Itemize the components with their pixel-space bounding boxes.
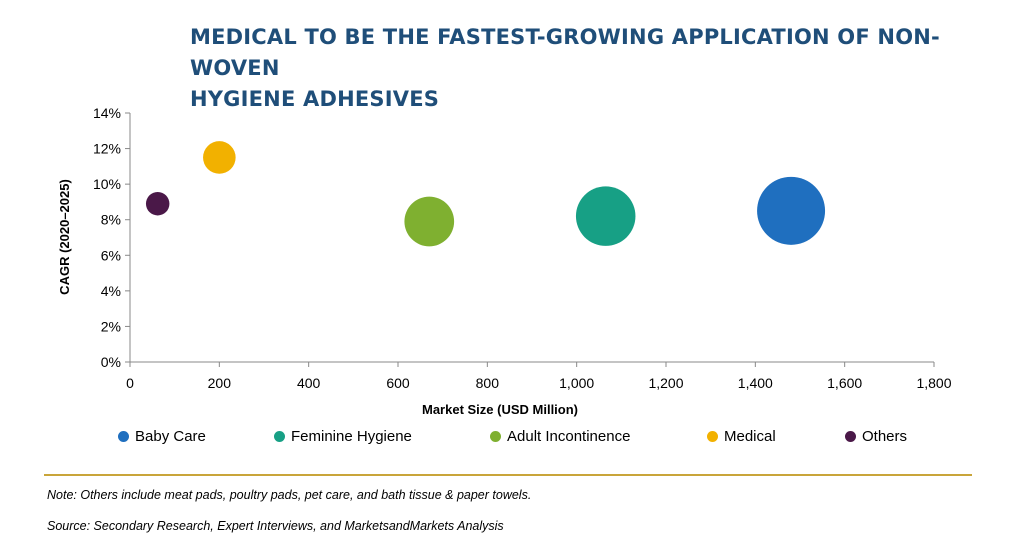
legend-item-medical: Medical bbox=[707, 428, 776, 445]
legend-item-adult-incontinence: Adult Incontinence bbox=[490, 428, 630, 445]
y-tick-label: 12% bbox=[93, 141, 121, 157]
y-tick-label: 4% bbox=[101, 283, 121, 299]
x-tick-label: 600 bbox=[386, 375, 410, 391]
y-tick-label: 10% bbox=[93, 176, 121, 192]
legend-item-baby-care: Baby Care bbox=[118, 428, 206, 445]
bubbles bbox=[145, 141, 826, 247]
x-tick-label: 0 bbox=[126, 375, 134, 391]
x-axis: 0 200 400 600 800 1,000 1,200 1,400 1,600 1,800 bbox=[126, 361, 952, 391]
x-tick-label: 200 bbox=[208, 375, 232, 391]
y-tick-label: 6% bbox=[101, 247, 121, 263]
legend-marker bbox=[118, 431, 129, 442]
x-tick-label: 1,400 bbox=[738, 375, 773, 391]
y-tick-label: 0% bbox=[101, 354, 121, 370]
legend-label: Others bbox=[862, 428, 908, 445]
x-tick-label: 1,600 bbox=[827, 375, 862, 391]
bubble-feminine-hygiene bbox=[575, 186, 636, 246]
legend-marker bbox=[707, 431, 718, 442]
y-tick-label: 8% bbox=[101, 212, 121, 228]
footnote-source: Source: Secondary Research, Expert Inter… bbox=[47, 519, 504, 533]
bubble-chart: 0% 2% 4% 6% 8% 10% 12% 14% 0 200 400 600 800 1,000 1,… bbox=[57, 105, 952, 417]
y-tick-label: 14% bbox=[93, 105, 121, 121]
chart-legend: Baby Care Feminine Hygiene Adult Incontine… bbox=[110, 428, 970, 448]
x-tick-label: 400 bbox=[297, 375, 321, 391]
chart-title-line-1: MEDICAL TO BE THE FASTEST-GROWING APPLIC… bbox=[190, 25, 940, 80]
legend-item-feminine-hygiene: Feminine Hygiene bbox=[274, 428, 412, 445]
bubble-adult-incontinence bbox=[404, 196, 455, 247]
legend-label: Medical bbox=[724, 428, 776, 445]
legend-marker bbox=[845, 431, 856, 442]
legend-label: Feminine Hygiene bbox=[291, 428, 412, 445]
bubble-others bbox=[145, 191, 170, 216]
x-tick-label: 800 bbox=[476, 375, 500, 391]
x-tick-label: 1,000 bbox=[559, 375, 594, 391]
x-tick-label: 1,200 bbox=[648, 375, 683, 391]
bubble-baby-care bbox=[757, 176, 826, 245]
legend-marker bbox=[490, 431, 501, 442]
bubble-medical bbox=[203, 141, 236, 174]
chart-title-line-2: HYGIENE ADHESIVES bbox=[190, 87, 440, 111]
legend-marker bbox=[274, 431, 285, 442]
legend-label: Baby Care bbox=[135, 428, 206, 445]
legend-item-others: Others bbox=[845, 428, 907, 445]
y-tick-label: 2% bbox=[101, 318, 121, 334]
y-axis-label: CAGR (2020–2025) bbox=[57, 179, 72, 295]
y-axis: 0% 2% 4% 6% 8% 10% 12% 14% bbox=[93, 105, 131, 370]
chart-title: MEDICAL TO BE THE FASTEST-GROWING APPLIC… bbox=[190, 22, 950, 115]
footnote-note: Note: Others include meat pads, poultry … bbox=[47, 488, 532, 502]
x-tick-label: 1,800 bbox=[916, 375, 951, 391]
x-axis-label: Market Size (USD Million) bbox=[422, 402, 578, 417]
footer-divider bbox=[44, 474, 972, 476]
legend-label: Adult Incontinence bbox=[507, 428, 631, 445]
